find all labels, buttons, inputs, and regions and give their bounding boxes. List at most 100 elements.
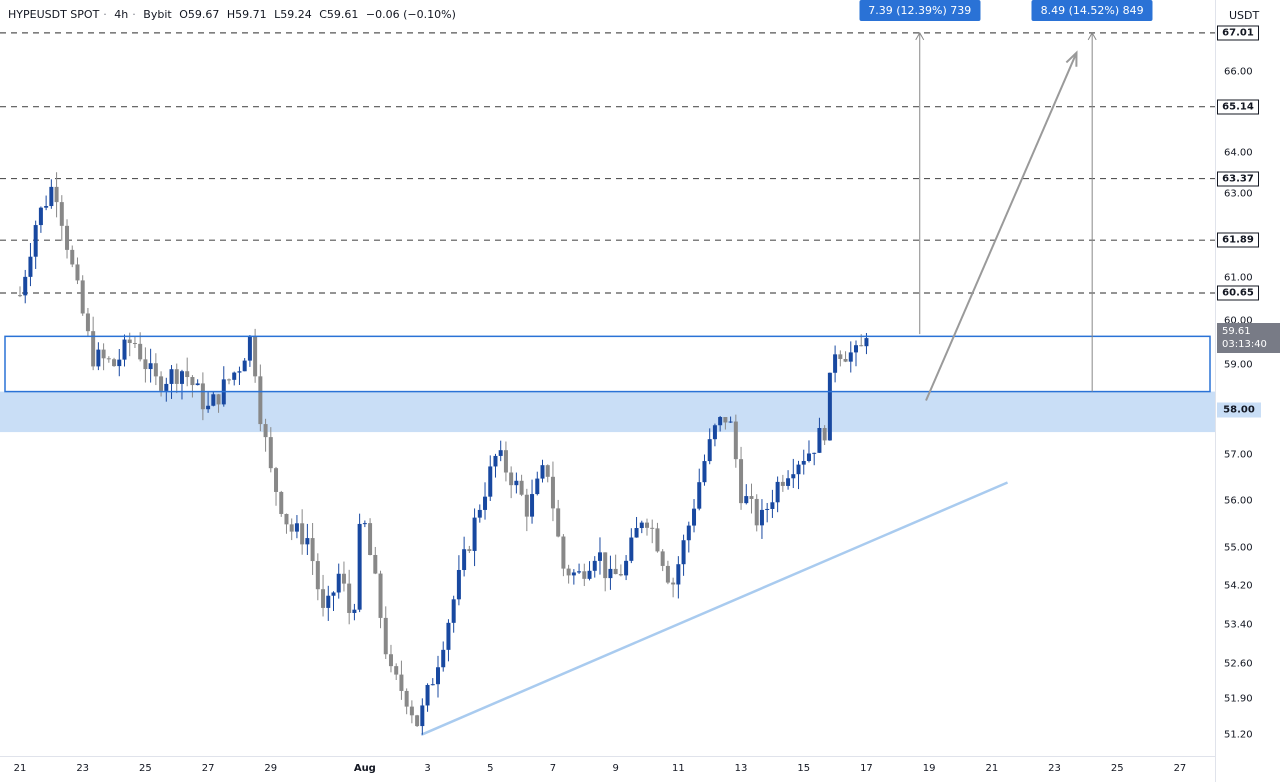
zone-label: 58.00: [1217, 402, 1261, 417]
candle-body-24: [143, 359, 148, 370]
measure-label-2[interactable]: 8.49 (14.52%) 849: [1031, 0, 1153, 21]
current-price: 59.61: [1222, 326, 1251, 338]
candle-body-8: [59, 202, 64, 226]
candle-body-4: [38, 207, 43, 226]
candle-body-96: [519, 480, 524, 495]
candle-body-132: [707, 439, 712, 462]
symbol-name[interactable]: HYPEUSDT SPOT: [8, 8, 100, 21]
current-price-label: 59.61 03:13:40: [1217, 323, 1280, 354]
date-tick: 27: [1173, 763, 1187, 774]
candle-body-30: [174, 369, 179, 384]
candle-body-5: [44, 206, 49, 208]
time-axis[interactable]: [0, 756, 1215, 783]
candle-body-131: [702, 461, 707, 483]
candle-body-129: [692, 508, 697, 526]
candle-body-63: [347, 583, 352, 613]
candle-body-77: [420, 705, 425, 727]
candle-body-143: [765, 508, 770, 510]
date-tick: 29: [264, 763, 278, 774]
candle-body-79: [430, 684, 435, 686]
candle-body-124: [665, 565, 670, 583]
date-tick: 11: [671, 763, 685, 774]
candle-body-60: [331, 592, 336, 596]
price-tick: 53.40: [1224, 619, 1253, 631]
candle-body-107: [577, 571, 582, 573]
candle-body-161: [859, 345, 864, 347]
candle-body-45: [253, 336, 258, 377]
price-chart[interactable]: [0, 0, 1215, 756]
date-tick: 19: [922, 763, 936, 774]
level-label: 61.89: [1217, 232, 1259, 248]
candle-body-135: [723, 417, 728, 423]
candle-body-41: [232, 372, 237, 380]
candle-body-27: [159, 376, 164, 391]
candle-body-81: [441, 649, 446, 668]
exchange-label: Bybit: [143, 8, 172, 21]
candle-body-73: [399, 674, 404, 691]
candle-body-1: [23, 276, 28, 296]
candle-body-69: [378, 573, 383, 618]
candle-body-155: [827, 372, 832, 441]
candle-body-157: [838, 354, 843, 359]
candle-body-12: [80, 280, 85, 314]
candle-body-38: [216, 394, 221, 405]
candle-body-10: [70, 249, 75, 265]
candle-body-52: [289, 524, 294, 532]
candle-body-112: [603, 552, 608, 579]
candle-body-74: [404, 690, 409, 707]
level-label: 67.01: [1217, 25, 1259, 41]
candle-body-29: [169, 369, 174, 384]
candle-body-100: [540, 465, 545, 479]
candle-body-84: [456, 569, 461, 600]
candle-body-59: [326, 595, 331, 608]
candle-body-40: [227, 379, 231, 381]
price-tick: 59.00: [1224, 359, 1253, 371]
candle-body-114: [613, 568, 618, 575]
candle-body-50: [279, 491, 284, 514]
price-tick: 55.00: [1224, 542, 1253, 554]
date-tick: 23: [76, 763, 90, 774]
candle-body-61: [336, 573, 341, 593]
candle-body-9: [65, 225, 70, 250]
candle-body-151: [806, 453, 811, 461]
candle-body-122: [655, 528, 660, 552]
candle-body-16: [101, 349, 106, 359]
candle-body-83: [451, 599, 456, 623]
candle-body-49: [274, 468, 279, 492]
candle-body-153: [817, 427, 822, 453]
candle-body-26: [153, 363, 158, 377]
candle-body-120: [645, 522, 649, 528]
candle-body-0: [18, 295, 22, 297]
date-tick: 25: [1110, 763, 1124, 774]
projection-arrowhead: [1065, 50, 1078, 67]
candle-body-141: [754, 498, 759, 526]
candle-body-56: [310, 538, 315, 562]
price-tick: 61.00: [1224, 272, 1253, 284]
candle-body-126: [676, 564, 681, 585]
candle-body-42: [237, 371, 242, 373]
price-tick: 66.00: [1224, 66, 1253, 78]
currency-label[interactable]: USDT: [1229, 9, 1260, 22]
candle-body-55: [305, 538, 310, 545]
price-tick: 64.00: [1224, 147, 1253, 159]
interval-label[interactable]: 4h: [114, 8, 129, 21]
price-scale[interactable]: [1215, 0, 1280, 782]
candle-body-70: [383, 617, 388, 655]
price-tick: 54.20: [1224, 580, 1253, 592]
candle-body-65: [357, 523, 362, 610]
candle-body-88: [477, 509, 482, 518]
candle-body-23: [138, 343, 143, 360]
candle-body-14: [91, 331, 96, 367]
candle-body-28: [164, 383, 169, 391]
date-tick: 21: [985, 763, 999, 774]
candle-body-147: [786, 478, 791, 486]
candle-body-145: [775, 481, 780, 503]
candle-body-115: [618, 574, 623, 576]
date-tick: 3: [424, 763, 431, 774]
candle-body-103: [556, 508, 561, 537]
candle-body-149: [796, 464, 801, 475]
candle-body-53: [294, 523, 299, 532]
measure-label-1[interactable]: 7.39 (12.39%) 739: [859, 0, 981, 21]
open-value: O59.67: [179, 8, 220, 21]
